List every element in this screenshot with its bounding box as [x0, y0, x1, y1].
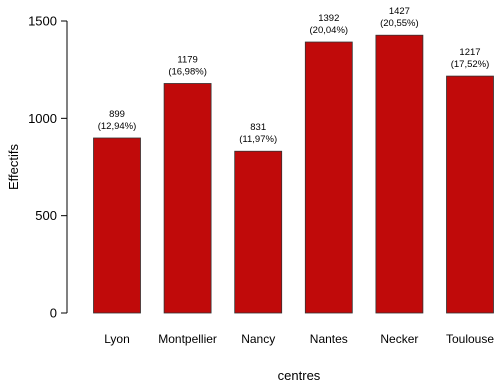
bar-montpellier	[163, 83, 212, 314]
y-tick-label: 500	[35, 208, 57, 223]
data-label-percent: (12,94%)	[98, 121, 137, 132]
y-tick-label: 0	[50, 306, 57, 321]
x-axis-title: centres	[278, 368, 321, 383]
x-tick-label: Montpellier	[158, 332, 217, 346]
data-label-percent: (11,97%)	[239, 134, 277, 145]
data-label-percent: (20,04%)	[310, 25, 349, 36]
y-tick-label: 1000	[28, 111, 57, 126]
bar-nancy	[234, 150, 283, 314]
y-tick-label: 1500	[28, 14, 57, 29]
data-label-value: 831	[250, 122, 266, 133]
x-tick-label: Nancy	[241, 332, 275, 346]
bar-toulouse	[446, 75, 494, 314]
bar-lyon	[93, 137, 141, 314]
y-axis-title: Effectifs	[6, 144, 21, 191]
data-labels: 899(12,94%)1179(16,98%)831(11,97%)1392(2…	[98, 6, 490, 145]
bars	[93, 34, 494, 314]
y-axis: 0 500 1000 1500	[28, 14, 68, 321]
data-label-value: 1392	[318, 13, 339, 24]
category-labels: Lyon Montpellier Nancy Nantes Necker Toulouse	[104, 332, 494, 346]
data-label-value: 899	[109, 109, 125, 120]
x-tick-label: Nantes	[310, 332, 348, 346]
x-tick-label: Toulouse	[446, 332, 494, 346]
bar-necker	[375, 34, 424, 314]
x-tick-label: Lyon	[104, 332, 130, 346]
x-tick-label: Necker	[380, 332, 418, 346]
data-label-percent: (16,98%)	[168, 66, 207, 77]
data-label-value: 1427	[389, 6, 410, 17]
data-label-value: 1179	[177, 54, 197, 65]
data-label-percent: (17,52%)	[451, 59, 490, 70]
data-label-percent: (20,55%)	[380, 18, 419, 29]
bar-nantes	[304, 41, 353, 314]
data-label-value: 1217	[459, 47, 480, 58]
